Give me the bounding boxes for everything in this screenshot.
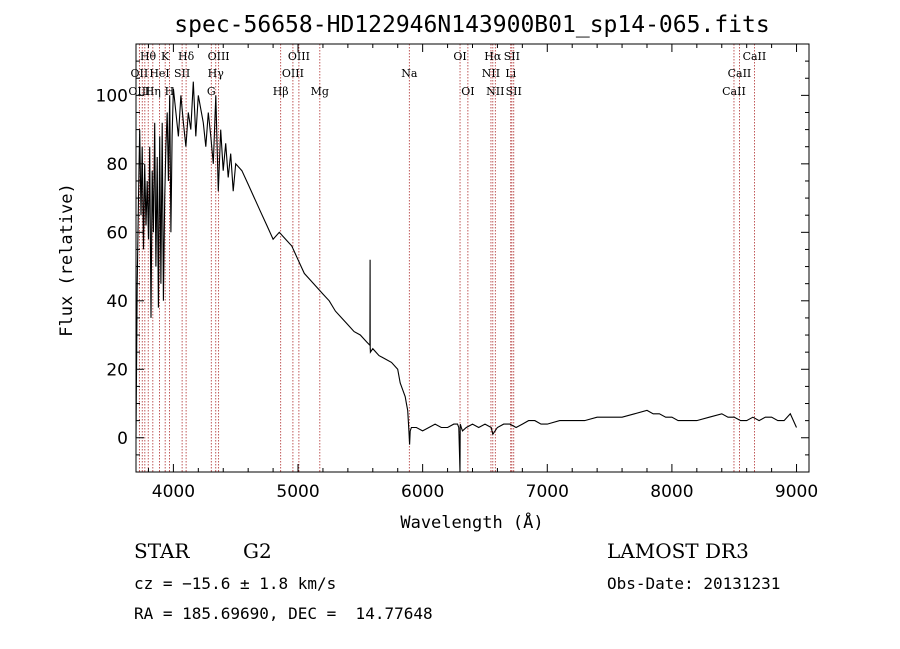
line-label-24: SII bbox=[506, 85, 522, 98]
object-type: STAR bbox=[134, 539, 190, 563]
redshift-velocity: cz = −15.6 ± 1.8 km/s bbox=[134, 574, 337, 593]
x-axis: 4000 5000 6000 7000 8000 9000 bbox=[147, 44, 818, 502]
chart-title: spec-56658-HD122946N143900B01_sp14-065.f… bbox=[174, 12, 769, 38]
line-label-13: OIII bbox=[282, 67, 304, 80]
sky-coordinates: RA = 185.69690, DEC = 14.77648 bbox=[134, 604, 433, 623]
line-label-14: Hβ bbox=[273, 85, 289, 98]
line-label-23: NII bbox=[486, 85, 504, 98]
line-label-10: Hγ bbox=[208, 67, 225, 80]
line-label-7: Hδ bbox=[178, 50, 195, 63]
y-axis-label: Flux (relative) bbox=[57, 183, 77, 337]
line-label-3: Hη bbox=[145, 85, 161, 98]
line-label-18: OI bbox=[461, 85, 474, 98]
survey-name: LAMOST DR3 bbox=[607, 539, 749, 563]
x-tick-label-6000: 6000 bbox=[401, 482, 444, 502]
line-label-22: Li bbox=[505, 67, 516, 80]
line-label-8: SII bbox=[174, 67, 190, 80]
x-tick-label-7000: 7000 bbox=[526, 482, 569, 502]
line-label-15: Mg bbox=[311, 85, 329, 98]
line-label-0: Hθ bbox=[140, 50, 157, 63]
line-label-21: NII bbox=[482, 67, 500, 80]
y-axis: 0 20 40 60 80 100 bbox=[96, 60, 809, 473]
y-tick-label-20: 20 bbox=[106, 360, 128, 380]
plot-frame bbox=[135, 43, 810, 473]
x-tick-label-9000: 9000 bbox=[775, 482, 818, 502]
x-tick-label-4000: 4000 bbox=[152, 482, 195, 502]
line-label-16: Na bbox=[401, 67, 418, 80]
y-tick-label-60: 60 bbox=[106, 223, 128, 243]
object-subclass: G2 bbox=[243, 539, 272, 563]
x-axis-label: Wavelength (Å) bbox=[400, 511, 543, 533]
line-label-1: OII bbox=[131, 67, 149, 80]
line-label-20: SII bbox=[504, 50, 520, 63]
spectral-line-markers bbox=[138, 44, 755, 472]
x-tick-label-8000: 8000 bbox=[650, 482, 693, 502]
y-tick-label-0: 0 bbox=[117, 429, 128, 449]
line-label-4: K bbox=[161, 50, 170, 63]
line-label-26: CaII bbox=[728, 67, 752, 80]
line-label-27: CaII bbox=[722, 85, 746, 98]
line-label-19: Hα bbox=[484, 50, 502, 63]
line-label-25: CaII bbox=[743, 50, 767, 63]
line-label-17: OI bbox=[453, 50, 466, 63]
spectrum-series-line bbox=[135, 81, 798, 473]
line-label-9: OIII bbox=[208, 50, 230, 63]
y-tick-label-80: 80 bbox=[106, 155, 128, 175]
line-label-11: G bbox=[207, 85, 216, 98]
y-tick-label-40: 40 bbox=[106, 292, 128, 312]
line-label-5: HeI bbox=[149, 67, 169, 80]
y-tick-label-100: 100 bbox=[96, 86, 128, 106]
x-tick-label-5000: 5000 bbox=[276, 482, 319, 502]
line-label-2: OIII bbox=[128, 85, 150, 98]
line-label-6: H bbox=[165, 85, 175, 98]
observation-date: Obs-Date: 20131231 bbox=[607, 574, 781, 593]
line-label-12: OIII bbox=[288, 50, 310, 63]
